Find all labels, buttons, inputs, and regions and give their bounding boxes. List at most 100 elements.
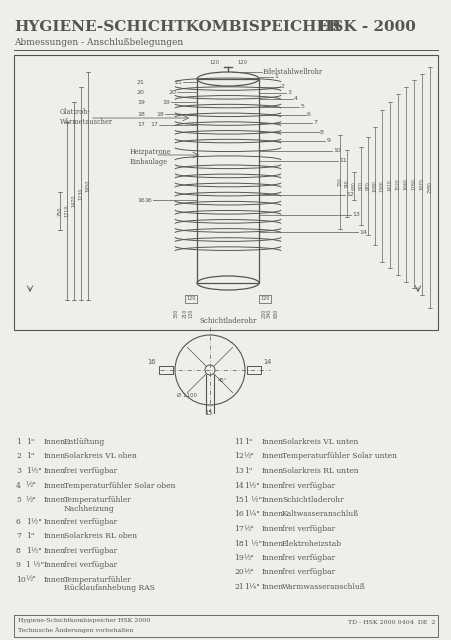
Text: Ø 1100: Ø 1100 <box>177 393 197 398</box>
Text: Nachheizung: Nachheizung <box>64 505 115 513</box>
Text: Solarkreis RL oben: Solarkreis RL oben <box>64 532 137 540</box>
Text: Innen: Innen <box>44 496 66 504</box>
Text: 1": 1" <box>244 438 252 446</box>
Text: 13: 13 <box>352 212 359 218</box>
Text: 120: 120 <box>208 60 219 65</box>
Text: 4: 4 <box>16 481 21 490</box>
Text: 14: 14 <box>358 230 366 234</box>
Text: 1": 1" <box>26 532 34 540</box>
Text: 1640: 1640 <box>403 179 408 190</box>
Text: Innen: Innen <box>262 568 284 577</box>
Text: 1": 1" <box>26 452 34 461</box>
Text: 16: 16 <box>234 511 243 518</box>
Text: Heizpatrone
Einbaulage: Heizpatrone Einbaulage <box>130 148 171 166</box>
Text: 8: 8 <box>16 547 21 555</box>
Text: Glattroh-
Wärmetauscher: Glattroh- Wärmetauscher <box>60 108 113 126</box>
Text: 11: 11 <box>234 438 243 446</box>
Text: 350: 350 <box>173 309 178 318</box>
Text: ½": ½" <box>26 481 37 490</box>
Text: Abmessungen - Anschlußbelegungen: Abmessungen - Anschlußbelegungen <box>14 38 183 47</box>
Text: ½": ½" <box>26 576 37 584</box>
Text: Innen: Innen <box>44 532 66 540</box>
Text: 21: 21 <box>137 79 145 84</box>
Bar <box>197 79 258 283</box>
Text: 17: 17 <box>150 122 158 127</box>
Text: 16: 16 <box>144 198 152 202</box>
Text: Innen: Innen <box>44 576 66 584</box>
Text: Temperaturfühler Solar oben: Temperaturfühler Solar oben <box>64 481 175 490</box>
Text: 1½": 1½" <box>26 547 41 555</box>
Text: 870: 870 <box>358 182 363 191</box>
Text: ½": ½" <box>244 525 254 533</box>
Text: ½": ½" <box>244 554 254 562</box>
Text: HYGIENE-SCHICHTKOMBISPEICHER: HYGIENE-SCHICHTKOMBISPEICHER <box>14 20 340 34</box>
Text: 1950: 1950 <box>85 180 90 192</box>
Text: 7: 7 <box>16 532 21 540</box>
Text: 1300: 1300 <box>379 180 384 192</box>
Text: Hygiene-Schichtkombispeicher HSK 2000: Hygiene-Schichtkombispeicher HSK 2000 <box>18 618 150 623</box>
Text: 1: 1 <box>16 438 21 446</box>
Text: 19: 19 <box>234 554 243 562</box>
Text: 750: 750 <box>57 206 62 216</box>
Text: Warmwasseranschluß: Warmwasseranschluß <box>281 583 365 591</box>
Text: frei verfügbar: frei verfügbar <box>64 467 117 475</box>
Text: 1210: 1210 <box>64 205 69 217</box>
Text: TD - HSK 2000 0404  DE  2: TD - HSK 2000 0404 DE 2 <box>347 620 434 625</box>
Text: ½": ½" <box>244 568 254 577</box>
Text: 18: 18 <box>156 111 164 116</box>
Text: 7: 7 <box>313 120 317 125</box>
Text: Innen: Innen <box>44 467 66 475</box>
Text: 120: 120 <box>186 296 195 301</box>
Text: 21: 21 <box>174 79 182 84</box>
Text: 340: 340 <box>266 309 271 318</box>
Text: 12: 12 <box>234 452 243 461</box>
Text: 970: 970 <box>365 182 370 190</box>
Text: 1410: 1410 <box>387 179 391 191</box>
Text: 120: 120 <box>236 60 247 65</box>
Text: frei verfügbar: frei verfügbar <box>281 525 334 533</box>
Text: Innen: Innen <box>262 583 284 591</box>
Text: 1": 1" <box>26 438 34 446</box>
Text: 16: 16 <box>137 198 144 202</box>
Text: frei verfügbar: frei verfügbar <box>281 554 334 562</box>
Text: Innen: Innen <box>262 511 284 518</box>
Text: 14: 14 <box>234 481 243 490</box>
Text: 19: 19 <box>137 99 145 104</box>
Text: 1 ½": 1 ½" <box>26 561 44 569</box>
Text: 10: 10 <box>16 576 26 584</box>
Text: Innen: Innen <box>44 452 66 461</box>
Text: 1½": 1½" <box>26 467 41 475</box>
Text: 5: 5 <box>16 496 21 504</box>
Text: 120: 120 <box>260 296 269 301</box>
Text: Innen: Innen <box>44 518 66 525</box>
Text: Temperaturfühler: Temperaturfühler <box>64 496 132 504</box>
Text: 2380: 2380 <box>427 182 432 193</box>
Text: 17: 17 <box>234 525 243 533</box>
Text: 1870: 1870 <box>419 179 423 191</box>
Text: 6: 6 <box>16 518 21 525</box>
Text: Solarkreis VL unten: Solarkreis VL unten <box>281 438 358 446</box>
Text: ½": ½" <box>244 452 254 461</box>
Text: Entlüftung: Entlüftung <box>64 438 105 446</box>
Text: 250: 250 <box>337 178 342 186</box>
Text: 21: 21 <box>234 583 243 591</box>
Text: 1470: 1470 <box>71 195 76 207</box>
Text: Innen: Innen <box>262 481 284 490</box>
Text: 1¼": 1¼" <box>244 511 259 518</box>
Text: 3: 3 <box>287 90 291 95</box>
Text: Schichtladerohr: Schichtladerohr <box>199 317 256 325</box>
Text: 12: 12 <box>345 193 353 198</box>
Text: 630: 630 <box>273 309 278 318</box>
Text: 1½": 1½" <box>26 518 41 525</box>
Text: 15: 15 <box>203 410 212 416</box>
Text: 18: 18 <box>137 111 144 116</box>
Text: Innen: Innen <box>262 452 284 461</box>
Text: 1 ½": 1 ½" <box>244 496 262 504</box>
Text: frei verfügbar: frei verfügbar <box>64 547 117 555</box>
Text: 250: 250 <box>261 309 266 318</box>
Text: 9: 9 <box>16 561 21 569</box>
Text: Innen: Innen <box>44 481 66 490</box>
Text: 9: 9 <box>326 138 330 143</box>
Text: 13: 13 <box>234 467 244 475</box>
Text: Rücklaufanhebung RAS: Rücklaufanhebung RAS <box>64 584 155 593</box>
